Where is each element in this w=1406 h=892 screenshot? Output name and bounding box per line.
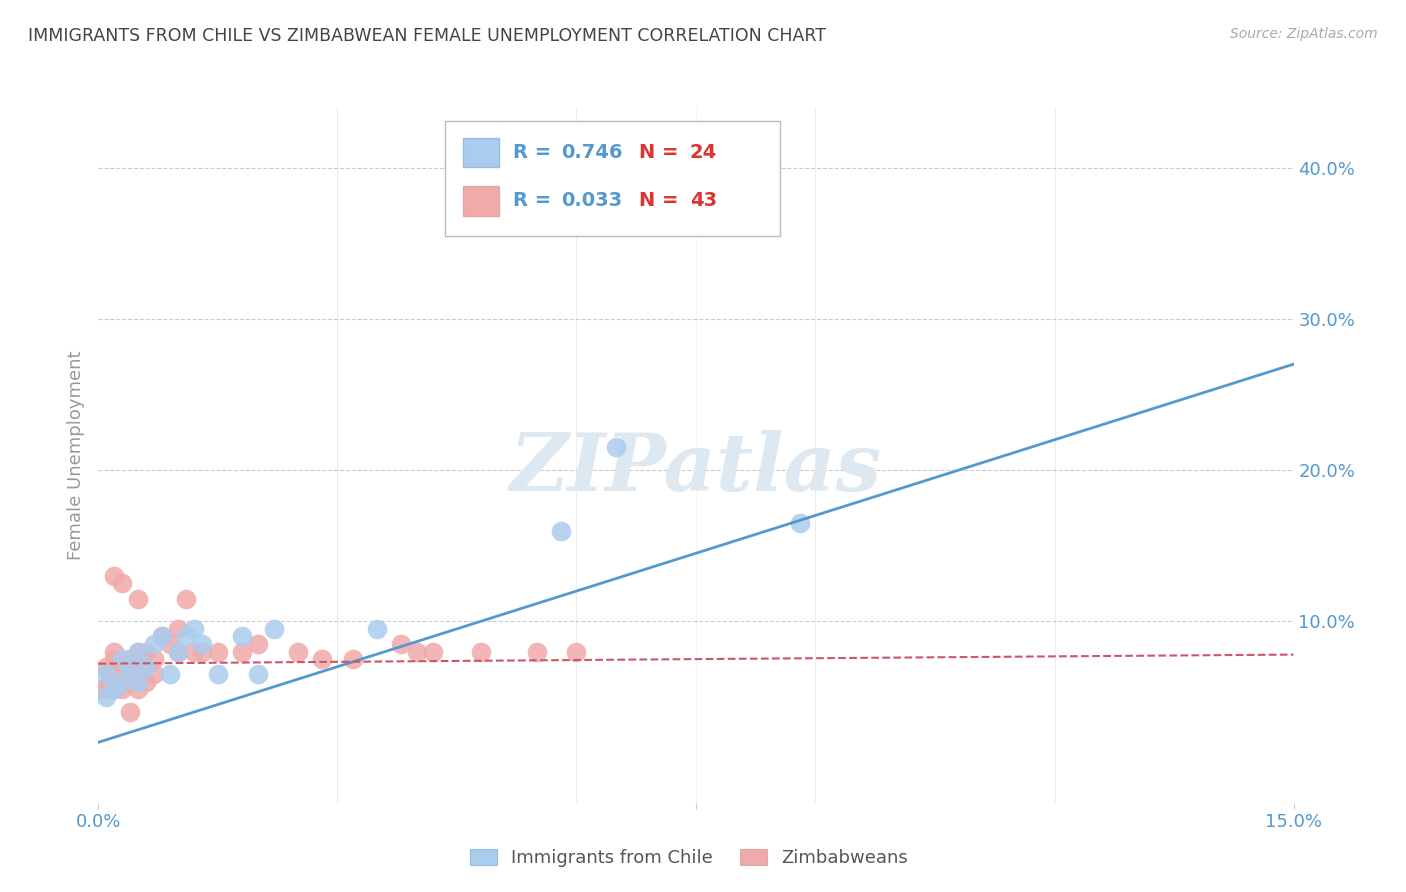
Point (389, 637, 412, 651)
Point (96, 690, 118, 704)
Point (174, 629, 197, 643)
Point (311, 652, 333, 666)
Point (342, 652, 364, 666)
Point (191, 637, 214, 651)
Point (246, 667, 269, 681)
Point (159, 667, 181, 681)
Point (135, 659, 157, 673)
Point (111, 576, 134, 591)
Text: R =: R = (513, 143, 558, 161)
Point (605, 441, 627, 455)
Point (470, 644, 492, 658)
Point (127, 644, 149, 658)
Point (120, 659, 142, 673)
Point (565, 644, 588, 658)
FancyBboxPatch shape (463, 137, 499, 167)
Point (167, 644, 190, 658)
Point (135, 644, 157, 658)
Point (96, 667, 118, 681)
Point (127, 667, 149, 681)
Legend: Immigrants from Chile, Zimbabweans: Immigrants from Chile, Zimbabweans (463, 841, 915, 874)
Point (207, 644, 229, 658)
Point (143, 637, 166, 651)
Point (150, 629, 173, 643)
Point (550, 524, 572, 538)
Point (111, 667, 134, 681)
Point (150, 629, 173, 643)
Point (143, 667, 166, 681)
Point (287, 644, 309, 658)
Point (526, 644, 548, 658)
Point (789, 516, 811, 530)
Point (103, 652, 125, 666)
Point (127, 644, 149, 658)
Point (127, 682, 149, 697)
Point (422, 644, 444, 658)
Point (111, 652, 134, 666)
Point (366, 622, 388, 636)
Point (159, 637, 181, 651)
Point (103, 644, 125, 658)
Point (406, 644, 429, 658)
Point (103, 682, 125, 697)
Text: Source: ZipAtlas.com: Source: ZipAtlas.com (1230, 27, 1378, 41)
Text: N =: N = (638, 192, 685, 211)
Point (231, 644, 253, 658)
Point (103, 682, 125, 697)
Point (135, 674, 157, 689)
Point (96, 682, 118, 697)
FancyBboxPatch shape (463, 186, 499, 216)
Y-axis label: Female Unemployment: Female Unemployment (66, 351, 84, 559)
Point (183, 644, 205, 658)
Point (103, 569, 125, 583)
Point (167, 622, 190, 636)
Point (191, 644, 214, 658)
Point (143, 652, 166, 666)
Point (120, 652, 142, 666)
Point (183, 622, 205, 636)
Point (127, 674, 149, 689)
Point (111, 674, 134, 689)
Point (127, 652, 149, 666)
Point (174, 591, 197, 606)
Text: IMMIGRANTS FROM CHILE VS ZIMBABWEAN FEMALE UNEMPLOYMENT CORRELATION CHART: IMMIGRANTS FROM CHILE VS ZIMBABWEAN FEMA… (28, 27, 827, 45)
Point (263, 622, 285, 636)
Point (111, 659, 134, 673)
Text: 0.746: 0.746 (561, 143, 623, 161)
Text: 0.033: 0.033 (561, 192, 621, 211)
Point (120, 705, 142, 719)
Text: 24: 24 (690, 143, 717, 161)
Point (91, 682, 114, 697)
FancyBboxPatch shape (444, 121, 779, 235)
Text: ZIPatlas: ZIPatlas (510, 430, 882, 508)
Text: R =: R = (513, 192, 558, 211)
Point (246, 637, 269, 651)
Point (96, 659, 118, 673)
Point (231, 629, 253, 643)
Point (167, 644, 190, 658)
Text: 43: 43 (690, 192, 717, 211)
Point (127, 591, 149, 606)
Point (207, 667, 229, 681)
Point (98, 674, 122, 689)
Text: N =: N = (638, 143, 685, 161)
Point (111, 674, 134, 689)
Point (111, 682, 134, 697)
